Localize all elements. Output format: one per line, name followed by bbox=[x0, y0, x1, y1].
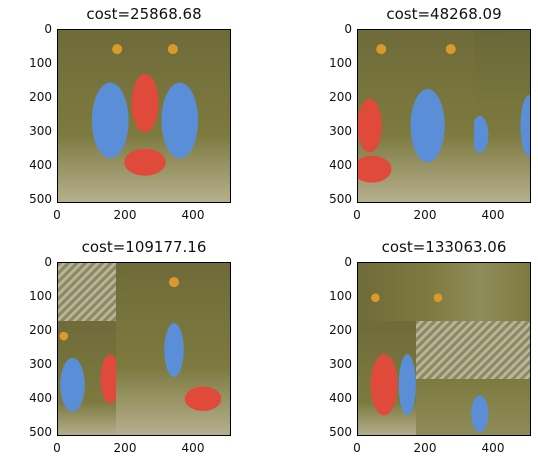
x-tick-label: 400 bbox=[482, 208, 505, 222]
baboon-image bbox=[57, 262, 231, 436]
y-tick-label: 100 bbox=[29, 56, 52, 70]
y-tick-label: 100 bbox=[29, 289, 52, 303]
image-tile bbox=[474, 30, 531, 203]
y-tick-label: 400 bbox=[29, 158, 52, 172]
x-tick-label: 200 bbox=[414, 441, 437, 455]
y-tick-label: 200 bbox=[329, 323, 352, 337]
y-tick-label: 300 bbox=[329, 357, 352, 371]
image-tile bbox=[358, 30, 474, 203]
y-tick-label: 0 bbox=[344, 255, 352, 269]
x-tick-label: 200 bbox=[414, 208, 437, 222]
y-tick-label: 500 bbox=[29, 192, 52, 206]
image-tile bbox=[358, 321, 416, 436]
y-tick-label: 500 bbox=[329, 192, 352, 206]
y-tick-label: 300 bbox=[29, 357, 52, 371]
image-tile bbox=[58, 30, 231, 203]
image-tile bbox=[358, 263, 531, 321]
image-tile bbox=[416, 379, 531, 436]
y-tick-label: 500 bbox=[29, 425, 52, 439]
x-tick-label: 200 bbox=[114, 208, 137, 222]
x-tick-label: 400 bbox=[182, 441, 205, 455]
image-tile bbox=[116, 263, 231, 436]
x-tick-label: 400 bbox=[482, 441, 505, 455]
panel-title: cost=109177.16 bbox=[82, 238, 207, 256]
x-tick-label: 400 bbox=[182, 208, 205, 222]
y-tick-label: 400 bbox=[329, 391, 352, 405]
baboon-image bbox=[357, 262, 531, 436]
panel-title: cost=133063.06 bbox=[382, 238, 507, 256]
x-tick-label: 0 bbox=[353, 208, 361, 222]
y-tick-label: 100 bbox=[329, 56, 352, 70]
y-tick-label: 200 bbox=[29, 323, 52, 337]
panel-title: cost=25868.68 bbox=[86, 5, 201, 23]
y-tick-label: 400 bbox=[329, 158, 352, 172]
baboon-image bbox=[57, 29, 231, 203]
baboon-image bbox=[357, 29, 531, 203]
x-tick-label: 0 bbox=[353, 441, 361, 455]
panel-title: cost=48268.09 bbox=[386, 5, 501, 23]
image-tile bbox=[416, 321, 531, 379]
y-tick-label: 0 bbox=[44, 22, 52, 36]
y-tick-label: 0 bbox=[344, 22, 352, 36]
y-tick-label: 400 bbox=[29, 391, 52, 405]
x-tick-label: 0 bbox=[53, 441, 61, 455]
x-tick-label: 0 bbox=[53, 208, 61, 222]
x-tick-label: 200 bbox=[114, 441, 137, 455]
y-tick-label: 200 bbox=[329, 90, 352, 104]
y-tick-label: 100 bbox=[329, 289, 352, 303]
y-tick-label: 200 bbox=[29, 90, 52, 104]
y-tick-label: 500 bbox=[329, 425, 352, 439]
image-tile bbox=[58, 263, 116, 321]
y-tick-label: 300 bbox=[29, 124, 52, 138]
y-tick-label: 300 bbox=[329, 124, 352, 138]
y-tick-label: 0 bbox=[44, 255, 52, 269]
image-tile bbox=[58, 321, 116, 436]
